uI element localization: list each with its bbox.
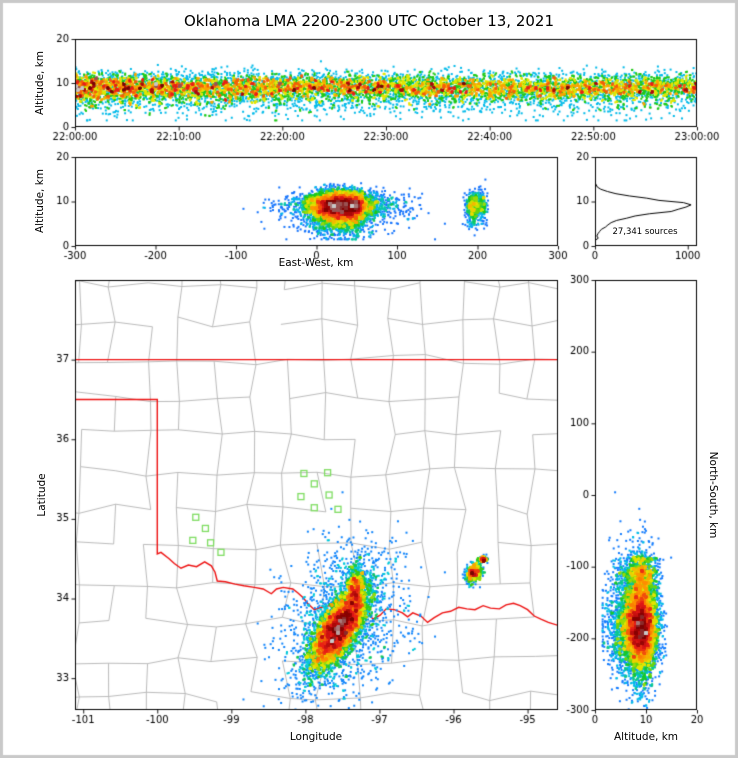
east-west-ylabel: Altitude, km xyxy=(34,168,46,234)
north-south-ylabel: North-South, km xyxy=(707,451,719,539)
figure-title: Oklahoma LMA 2200-2300 UTC October 13, 2… xyxy=(183,12,555,30)
east-west-xlabel: East-West, km xyxy=(278,257,354,269)
source-count-label: 27,341 sources xyxy=(612,227,678,237)
north-south-xlabel: Altitude, km xyxy=(613,731,679,743)
time-height-ylabel: Altitude, km xyxy=(34,50,46,116)
map-xlabel: Longitude xyxy=(289,731,343,743)
map-ylabel: Latitude xyxy=(36,473,48,517)
